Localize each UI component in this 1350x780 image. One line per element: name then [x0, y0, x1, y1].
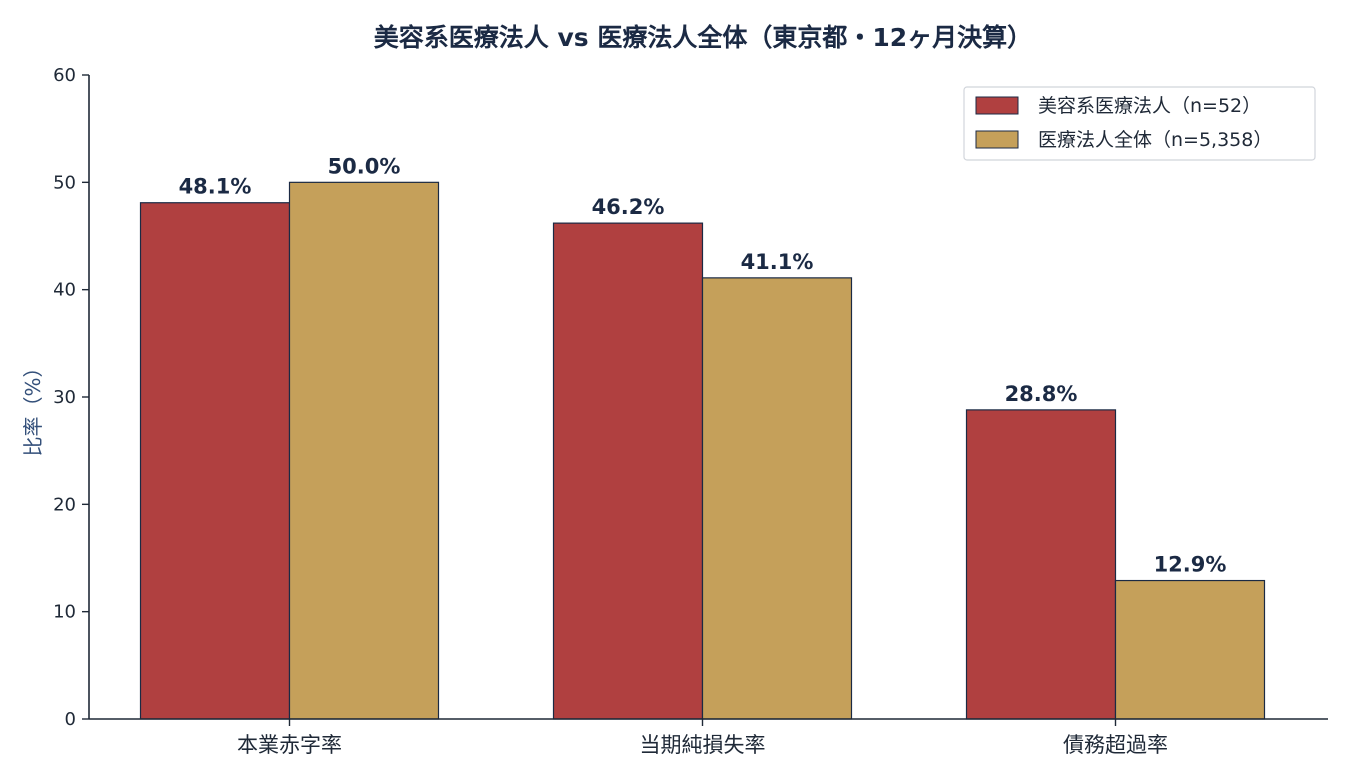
- legend: 美容系医療法人（n=52） 医療法人全体（n=5,358）: [963, 86, 1316, 161]
- bar-series-1: [965, 409, 1117, 720]
- legend-label-series-2: 医療法人全体（n=5,358）: [1038, 129, 1272, 151]
- bar-value-label: 41.1%: [741, 250, 814, 274]
- x-tick-label: 本業赤字率: [237, 733, 342, 757]
- chart-title: 美容系医療法人 vs 医療法人全体（東京都・12ヶ月決算）: [374, 23, 1032, 52]
- bar-series-2: [288, 181, 440, 720]
- x-tick-label: 当期純損失率: [640, 733, 766, 757]
- legend-label-series-1: 美容系医療法人（n=52）: [1038, 95, 1261, 117]
- bar-series-1: [139, 202, 291, 720]
- bar-value-label: 12.9%: [1154, 553, 1227, 577]
- bar-value-label: 50.0%: [328, 154, 401, 178]
- legend-swatch-series-2: [975, 130, 1019, 149]
- y-tick-label: 0: [65, 709, 76, 730]
- legend-swatch-series-1: [975, 96, 1019, 115]
- y-tick-label: 60: [53, 65, 76, 86]
- bar-series-1: [552, 222, 704, 720]
- bar-value-label: 46.2%: [592, 195, 665, 219]
- bar-value-label: 28.8%: [1005, 382, 1078, 406]
- y-tick-label: 30: [53, 387, 76, 408]
- plot-area: 0 10 20 30 40 50 60 本業赤字率 48.1% 50.0% 当期純損失率 46.2% 4…: [53, 65, 1266, 757]
- y-tick-label: 50: [53, 172, 76, 193]
- y-axis-label: 比率（%）: [21, 357, 45, 456]
- bar-series-2: [701, 277, 853, 720]
- legend-box: [963, 86, 1316, 161]
- y-tick-label: 10: [53, 602, 76, 623]
- bar-series-2: [1114, 579, 1266, 720]
- bar-value-label: 48.1%: [179, 175, 252, 199]
- y-tick-label: 20: [53, 494, 76, 515]
- y-tick-label: 40: [53, 280, 76, 301]
- x-tick-label: 債務超過率: [1063, 733, 1168, 757]
